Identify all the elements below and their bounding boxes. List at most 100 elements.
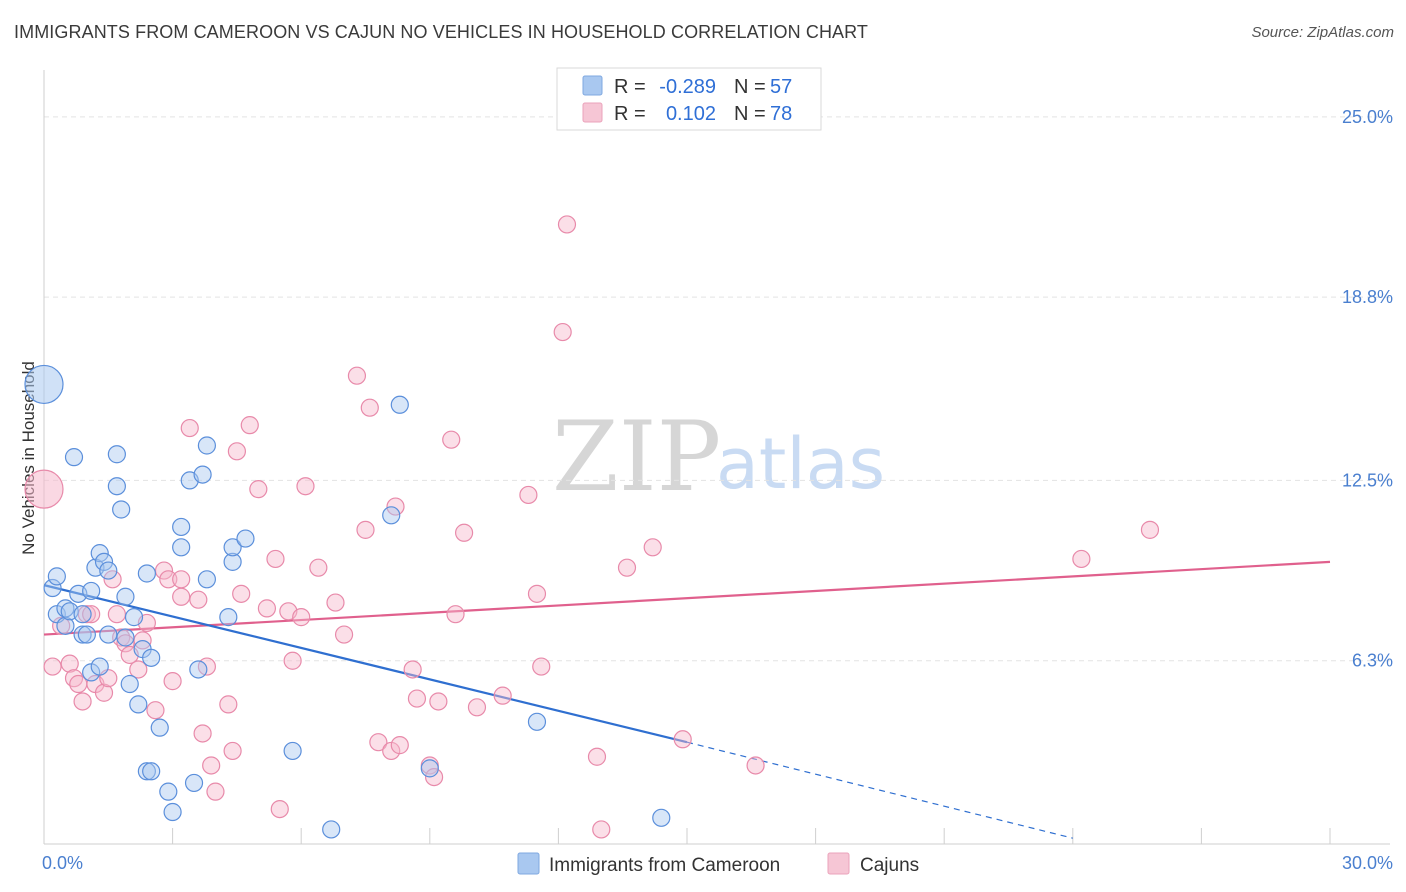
cajuns-point	[202, 756, 221, 775]
trend-lines	[43, 560, 1331, 839]
cajuns-point	[592, 820, 611, 839]
cajuns-point	[129, 660, 148, 679]
cajuns-point	[163, 672, 182, 691]
cameroon-point	[283, 741, 302, 761]
cajuns-point	[557, 215, 577, 234]
bottom-legend-label-pink: Cajuns	[860, 855, 919, 876]
trend-line-cajuns	[43, 560, 1331, 636]
cajuns-point	[172, 570, 191, 589]
cameroon-point	[47, 567, 66, 586]
cameroon-point	[219, 608, 238, 627]
cajuns-point	[446, 605, 465, 624]
x-tick-label: 0.0%	[42, 853, 83, 873]
cajuns-point	[73, 692, 92, 711]
bottom-legend-swatch-pink	[827, 852, 850, 875]
cameroon-point	[129, 695, 148, 714]
cameroon-point	[163, 802, 182, 822]
cameroon-point	[94, 552, 114, 571]
cajuns-point	[283, 651, 302, 670]
cajuns-point	[527, 584, 547, 603]
cajuns-point	[107, 605, 126, 624]
cameroon-point	[223, 552, 242, 571]
cameroon-point	[172, 538, 191, 557]
legend-swatch-blue	[582, 75, 603, 96]
cameroon-point	[43, 578, 62, 598]
cameroon-point	[420, 759, 439, 778]
legend-swatch-pink	[582, 102, 603, 123]
cameroon-point	[99, 625, 118, 644]
cajuns-point	[296, 477, 315, 496]
legend-n-label-blue: N =	[734, 76, 766, 98]
cajuns-point	[60, 654, 79, 673]
y-tick-label: 6.3%	[1352, 651, 1393, 671]
legend-r-value-pink: 0.102	[666, 103, 716, 125]
cameroon-point	[107, 445, 126, 464]
cameroon-point	[77, 625, 96, 644]
cajuns-point	[403, 660, 422, 679]
cajuns-point	[369, 733, 388, 752]
cajuns-point	[43, 657, 62, 676]
chart-source: Source: ZipAtlas.com	[1251, 24, 1394, 41]
cajuns-point	[643, 538, 662, 557]
cajuns-point	[292, 608, 311, 627]
y-tick-labels: 6.3% 12.5% 18.8% 25.0%	[1342, 107, 1393, 671]
cameroon-point	[223, 538, 242, 557]
cajuns-point	[172, 587, 191, 606]
watermark-atlas: atlas	[716, 423, 885, 505]
cajuns-point	[240, 416, 259, 435]
legend-r-value-blue: -0.289	[659, 76, 716, 98]
bottom-legend-label-blue: Immigrants from Cameroon	[549, 855, 780, 876]
cameroon-point	[382, 506, 401, 525]
cameroon-point	[184, 773, 204, 793]
cameroon-point	[527, 712, 547, 731]
top-legend: R = -0.289 N = 57 R = 0.102 N = 78	[556, 67, 822, 131]
cameroon-point	[73, 605, 92, 624]
cajuns-point	[77, 605, 96, 624]
cajuns-point	[309, 558, 328, 577]
cameroon-point	[172, 517, 191, 537]
legend-n-value-pink: 78	[770, 103, 792, 125]
cameroon-point	[322, 820, 341, 839]
cameroon-point	[56, 616, 75, 635]
cajuns-point	[270, 799, 289, 819]
cajuns-point	[326, 593, 345, 612]
cameroon-point	[193, 465, 212, 484]
cameroon-point	[116, 587, 135, 606]
cameroon-point	[107, 477, 126, 496]
cajuns-point	[146, 701, 165, 720]
x-tick-label: 30.0%	[1342, 853, 1393, 873]
cajuns-point	[587, 747, 607, 766]
trend-line-extension	[686, 741, 1073, 839]
cameroon-point	[150, 718, 169, 737]
cajuns-point	[266, 549, 285, 569]
cajuns-point	[424, 767, 444, 787]
gridlines	[44, 116, 1390, 662]
chart-title: IMMIGRANTS FROM CAMEROON VS CAJUN NO VEH…	[14, 22, 869, 42]
y-tick-label: 12.5%	[1342, 470, 1393, 490]
y-tick-label: 18.8%	[1342, 287, 1393, 307]
cajuns-point	[52, 616, 71, 635]
bottom-legend-swatch-blue	[517, 852, 540, 875]
cajuns-point	[553, 322, 572, 342]
cajuns-point	[390, 736, 409, 755]
cajuns-point	[334, 625, 354, 644]
cajuns-point	[347, 366, 367, 385]
cameroon-point	[137, 564, 156, 583]
cajuns-point	[219, 695, 238, 714]
cameroon-point	[99, 561, 118, 580]
cameroon-point	[652, 808, 671, 827]
cajuns-point	[249, 480, 268, 499]
cameroon-point	[90, 657, 109, 676]
cajuns-point	[493, 686, 512, 705]
cajuns-point	[193, 724, 212, 743]
cameroon-point	[236, 529, 255, 548]
cameroon-point	[197, 436, 216, 455]
cajuns-point	[467, 698, 487, 717]
y-tick-label: 25.0%	[1342, 107, 1393, 127]
x-tick-labels: 0.0% 30.0%	[42, 853, 1393, 873]
cajuns-point	[24, 469, 64, 509]
cajuns-point	[227, 442, 246, 461]
series-immigrants-from-cameroon	[24, 364, 671, 839]
cajuns-point	[1140, 520, 1160, 539]
cameroon-point	[120, 674, 139, 694]
